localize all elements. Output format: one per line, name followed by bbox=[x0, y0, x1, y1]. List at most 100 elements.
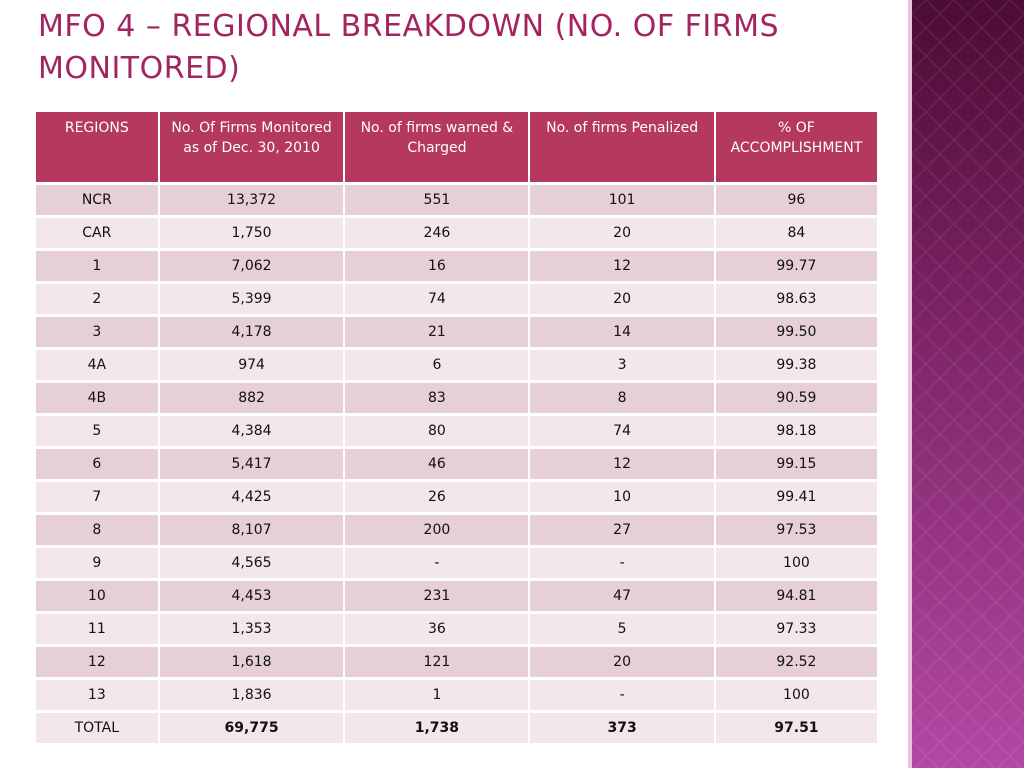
cell-monitored: 4,453 bbox=[157, 578, 346, 614]
regional-breakdown-table: REGIONS No. Of Firms Monitored as of Dec… bbox=[34, 110, 880, 745]
cell-accomplishment: 100 bbox=[713, 545, 880, 581]
cell-penalized: 12 bbox=[528, 248, 716, 284]
cell-penalized: 20 bbox=[528, 644, 716, 680]
cell-monitored: 5,399 bbox=[157, 281, 346, 317]
cell-warned: 80 bbox=[343, 413, 531, 449]
cell-penalized: 8 bbox=[528, 380, 716, 416]
table-row: 9 4,565 - - 100 bbox=[34, 545, 880, 581]
cell-penalized: 27 bbox=[528, 512, 716, 548]
table-row: 13 1,836 1 - 100 bbox=[34, 677, 880, 713]
cell-region: 3 bbox=[34, 314, 160, 350]
sidebar-edge bbox=[908, 0, 912, 768]
cell-accomplishment: 100 bbox=[713, 677, 880, 713]
cell-penalized: 74 bbox=[528, 413, 716, 449]
cell-accomplishment: 99.38 bbox=[713, 347, 880, 383]
total-accomplishment: 97.51 bbox=[713, 710, 880, 745]
cell-warned: 200 bbox=[343, 512, 531, 548]
cell-accomplishment: 99.15 bbox=[713, 446, 880, 482]
cell-warned: 1 bbox=[343, 677, 531, 713]
table-row: 2 5,399 74 20 98.63 bbox=[34, 281, 880, 317]
cell-accomplishment: 99.50 bbox=[713, 314, 880, 350]
cell-warned: 551 bbox=[343, 182, 531, 218]
table-row: 1 7,062 16 12 99.77 bbox=[34, 248, 880, 284]
cell-monitored: 1,836 bbox=[157, 677, 346, 713]
cell-monitored: 1,353 bbox=[157, 611, 346, 647]
table-header-row: REGIONS No. Of Firms Monitored as of Dec… bbox=[34, 110, 880, 185]
table-row: 5 4,384 80 74 98.18 bbox=[34, 413, 880, 449]
cell-monitored: 974 bbox=[157, 347, 346, 383]
cell-warned: 46 bbox=[343, 446, 531, 482]
cell-warned: 26 bbox=[343, 479, 531, 515]
cell-penalized: 12 bbox=[528, 446, 716, 482]
cell-region: 1 bbox=[34, 248, 160, 284]
cell-penalized: 10 bbox=[528, 479, 716, 515]
cell-warned: 36 bbox=[343, 611, 531, 647]
cell-region: 4B bbox=[34, 380, 160, 416]
table-row: 8 8,107 200 27 97.53 bbox=[34, 512, 880, 548]
cell-region: 12 bbox=[34, 644, 160, 680]
total-penalized: 373 bbox=[528, 710, 716, 745]
table-row: 4B 882 83 8 90.59 bbox=[34, 380, 880, 416]
cell-penalized: 47 bbox=[528, 578, 716, 614]
cell-warned: 6 bbox=[343, 347, 531, 383]
cell-warned: 231 bbox=[343, 578, 531, 614]
cell-warned: 121 bbox=[343, 644, 531, 680]
cell-accomplishment: 97.33 bbox=[713, 611, 880, 647]
cell-accomplishment: 84 bbox=[713, 215, 880, 251]
decorative-sidebar bbox=[912, 0, 1024, 768]
cell-region: 13 bbox=[34, 677, 160, 713]
cell-accomplishment: 97.53 bbox=[713, 512, 880, 548]
cell-region: 5 bbox=[34, 413, 160, 449]
cell-monitored: 1,618 bbox=[157, 644, 346, 680]
total-monitored: 69,775 bbox=[157, 710, 346, 745]
cell-monitored: 7,062 bbox=[157, 248, 346, 284]
cell-accomplishment: 98.18 bbox=[713, 413, 880, 449]
cell-region: 2 bbox=[34, 281, 160, 317]
cell-warned: 246 bbox=[343, 215, 531, 251]
cell-region: CAR bbox=[34, 215, 160, 251]
cell-accomplishment: 92.52 bbox=[713, 644, 880, 680]
cell-accomplishment: 94.81 bbox=[713, 578, 880, 614]
total-label: TOTAL bbox=[34, 710, 160, 745]
cell-accomplishment: 99.41 bbox=[713, 479, 880, 515]
table-row: CAR 1,750 246 20 84 bbox=[34, 215, 880, 251]
table-row: 12 1,618 121 20 92.52 bbox=[34, 644, 880, 680]
cell-penalized: 20 bbox=[528, 215, 716, 251]
cell-region: NCR bbox=[34, 182, 160, 218]
cell-warned: 21 bbox=[343, 314, 531, 350]
cell-monitored: 4,425 bbox=[157, 479, 346, 515]
cell-warned: - bbox=[343, 545, 531, 581]
cell-region: 4A bbox=[34, 347, 160, 383]
cell-accomplishment: 99.77 bbox=[713, 248, 880, 284]
table-row: 10 4,453 231 47 94.81 bbox=[34, 578, 880, 614]
cell-penalized: - bbox=[528, 545, 716, 581]
cell-warned: 74 bbox=[343, 281, 531, 317]
cell-accomplishment: 90.59 bbox=[713, 380, 880, 416]
cell-monitored: 1,750 bbox=[157, 215, 346, 251]
cell-penalized: 101 bbox=[528, 182, 716, 218]
cell-region: 8 bbox=[34, 512, 160, 548]
table-row: 6 5,417 46 12 99.15 bbox=[34, 446, 880, 482]
cell-penalized: 3 bbox=[528, 347, 716, 383]
slide-title: MFO 4 – REGIONAL BREAKDOWN (NO. OF FIRMS… bbox=[38, 9, 779, 86]
cell-warned: 83 bbox=[343, 380, 531, 416]
cell-warned: 16 bbox=[343, 248, 531, 284]
cell-monitored: 8,107 bbox=[157, 512, 346, 548]
table-row: NCR 13,372 551 101 96 bbox=[34, 182, 880, 218]
header-regions: REGIONS bbox=[34, 110, 160, 185]
cell-monitored: 4,178 bbox=[157, 314, 346, 350]
diamond-pattern-icon bbox=[912, 0, 1024, 768]
cell-accomplishment: 98.63 bbox=[713, 281, 880, 317]
cell-region: 7 bbox=[34, 479, 160, 515]
cell-monitored: 4,384 bbox=[157, 413, 346, 449]
cell-penalized: 20 bbox=[528, 281, 716, 317]
header-firms-warned: No. of firms warned & Charged bbox=[343, 110, 531, 185]
header-accomplishment: % OF ACCOMPLISHMENT bbox=[713, 110, 880, 185]
cell-monitored: 4,565 bbox=[157, 545, 346, 581]
cell-penalized: 5 bbox=[528, 611, 716, 647]
table-row: 3 4,178 21 14 99.50 bbox=[34, 314, 880, 350]
cell-region: 9 bbox=[34, 545, 160, 581]
table-row: 11 1,353 36 5 97.33 bbox=[34, 611, 880, 647]
cell-monitored: 13,372 bbox=[157, 182, 346, 218]
table-row: 7 4,425 26 10 99.41 bbox=[34, 479, 880, 515]
